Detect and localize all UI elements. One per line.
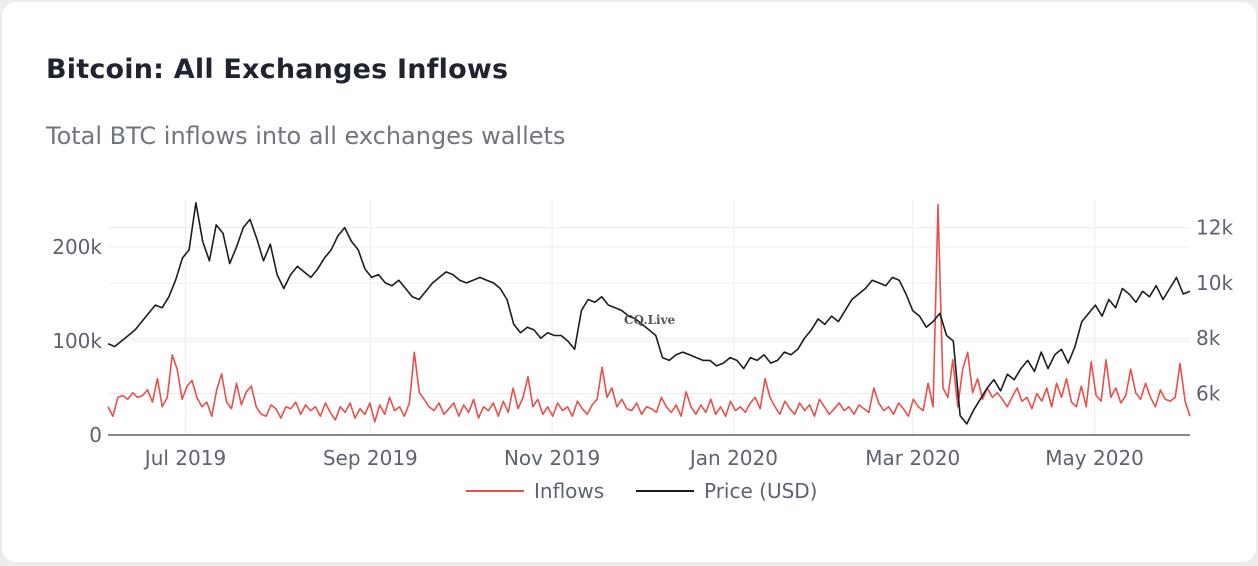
series-line-price-usd-[interactable] xyxy=(107,202,1191,425)
y-left-tick-label: 100k xyxy=(52,329,102,353)
y-right-tick-label: 12k xyxy=(1196,216,1233,240)
x-tick-label: May 2020 xyxy=(1045,446,1144,470)
legend[interactable]: Inflows Price (USD) xyxy=(466,479,818,503)
price-series xyxy=(107,202,1191,425)
x-tick-label: Mar 2020 xyxy=(865,446,960,470)
x-tick-label: Jul 2019 xyxy=(143,446,226,470)
legend-price-label[interactable]: Price (USD) xyxy=(704,479,818,503)
series-line-inflows[interactable] xyxy=(107,203,1191,423)
y-left-tick-label: 200k xyxy=(52,235,102,259)
axis-layer: Jul 2019 Sep 2019 Nov 2019 Jan 2020 Mar 2020… xyxy=(52,216,1233,470)
y-right-tick-label: 6k xyxy=(1196,382,1221,406)
chart-title: Bitcoin: All Exchanges Inflows xyxy=(46,54,509,85)
grid-layer xyxy=(108,200,1190,435)
y-left-tick-label: 0 xyxy=(89,423,102,447)
inflows-series xyxy=(107,203,1191,423)
chart-subtitle: Total BTC inflows into all exchanges wal… xyxy=(46,122,566,150)
x-tick-label: Nov 2019 xyxy=(504,446,600,470)
watermark: CQ.Live xyxy=(624,313,676,327)
y-right-tick-label: 8k xyxy=(1196,326,1221,350)
x-tick-label: Jan 2020 xyxy=(688,446,778,470)
y-right-tick-label: 10k xyxy=(1196,271,1233,295)
legend-inflows-label[interactable]: Inflows xyxy=(534,479,604,503)
x-tick-label: Sep 2019 xyxy=(323,446,418,470)
